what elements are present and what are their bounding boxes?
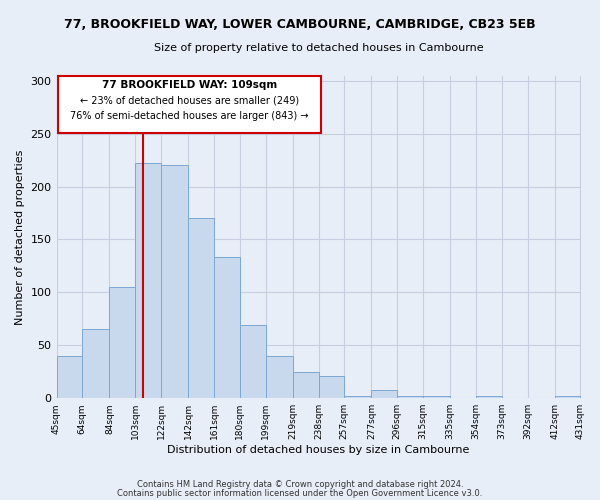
Bar <box>555 396 580 398</box>
Bar <box>397 396 423 398</box>
Bar <box>266 356 293 398</box>
Bar <box>371 390 397 398</box>
Bar <box>293 372 319 398</box>
Bar <box>423 396 450 398</box>
Title: Size of property relative to detached houses in Cambourne: Size of property relative to detached ho… <box>154 42 484 52</box>
Bar <box>161 166 188 398</box>
Bar <box>82 330 109 398</box>
Bar <box>344 396 371 398</box>
Bar <box>319 376 344 398</box>
Bar <box>188 218 214 398</box>
Text: 76% of semi-detached houses are larger (843) →: 76% of semi-detached houses are larger (… <box>70 110 309 120</box>
Bar <box>214 258 240 398</box>
Text: 77, BROOKFIELD WAY, LOWER CAMBOURNE, CAMBRIDGE, CB23 5EB: 77, BROOKFIELD WAY, LOWER CAMBOURNE, CAM… <box>64 18 536 30</box>
Text: Contains HM Land Registry data © Crown copyright and database right 2024.: Contains HM Land Registry data © Crown c… <box>137 480 463 489</box>
X-axis label: Distribution of detached houses by size in Cambourne: Distribution of detached houses by size … <box>167 445 470 455</box>
Text: ← 23% of detached houses are smaller (249): ← 23% of detached houses are smaller (24… <box>80 96 299 106</box>
Bar <box>476 396 502 398</box>
Bar <box>58 76 321 132</box>
Bar <box>56 356 82 398</box>
Text: Contains public sector information licensed under the Open Government Licence v3: Contains public sector information licen… <box>118 488 482 498</box>
Bar <box>109 287 135 398</box>
Bar <box>135 164 161 398</box>
Y-axis label: Number of detached properties: Number of detached properties <box>15 149 25 324</box>
Bar <box>240 325 266 398</box>
Text: 77 BROOKFIELD WAY: 109sqm: 77 BROOKFIELD WAY: 109sqm <box>102 80 277 90</box>
